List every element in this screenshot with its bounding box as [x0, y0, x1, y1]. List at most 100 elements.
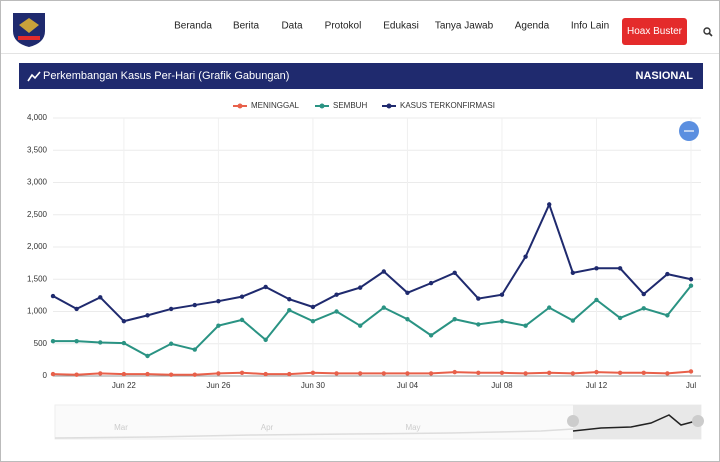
data-point — [594, 266, 599, 271]
slider-label: May — [405, 423, 420, 432]
nav-link[interactable]: Info Lain — [570, 20, 610, 32]
nav-link[interactable]: Edukasi — [383, 20, 419, 32]
data-point — [499, 370, 505, 375]
data-point — [50, 293, 56, 299]
logo[interactable] — [9, 9, 49, 49]
data-point — [641, 306, 646, 311]
nav-link[interactable]: Berita — [232, 20, 260, 32]
data-point — [192, 347, 197, 352]
series-line — [52, 370, 692, 376]
legend-dot — [386, 103, 392, 109]
data-point — [310, 370, 316, 375]
data-point — [310, 304, 316, 310]
data-point — [547, 305, 552, 310]
data-point — [334, 309, 339, 314]
slider-label: Apr — [261, 423, 274, 432]
x-tick-label: Jun 30 — [301, 381, 326, 390]
data-point — [594, 297, 599, 303]
data-point — [547, 370, 552, 375]
nav-link[interactable]: Protokol — [324, 20, 362, 32]
data-point — [334, 371, 339, 376]
data-point — [168, 341, 174, 346]
y-tick-label: 3,500 — [27, 145, 48, 154]
data-point — [98, 295, 103, 300]
data-point — [428, 371, 434, 376]
data-point — [428, 333, 434, 338]
data-point — [216, 298, 221, 304]
data-point — [216, 323, 221, 328]
data-point — [476, 370, 481, 375]
data-point — [50, 371, 56, 377]
data-point — [523, 323, 528, 328]
y-tick-label: 2,500 — [27, 210, 48, 219]
hoax-button[interactable]: Hoax Buster — [622, 18, 687, 45]
data-point — [216, 371, 221, 376]
data-point — [594, 369, 599, 375]
data-point — [570, 318, 576, 323]
data-point — [192, 372, 197, 377]
data-point — [98, 371, 103, 376]
data-point — [617, 315, 623, 321]
data-point — [287, 308, 292, 313]
toolbox-button[interactable] — [679, 121, 699, 141]
data-point — [688, 283, 694, 288]
data-point — [452, 317, 457, 322]
data-point — [74, 338, 79, 344]
nav-link[interactable]: Data — [281, 20, 303, 32]
x-tick-label: Jul 12 — [586, 381, 608, 390]
data-point — [239, 317, 245, 323]
data-point — [499, 318, 505, 324]
legend-dot — [237, 103, 243, 109]
slider-label: Mar — [114, 423, 128, 432]
data-point — [665, 271, 670, 277]
nav-link[interactable]: Tanya Jawab — [434, 20, 494, 32]
data-point — [570, 371, 576, 376]
data-point — [476, 322, 481, 327]
data-point — [665, 313, 670, 318]
nav-link[interactable]: Beranda — [174, 20, 212, 32]
y-tick-label: 1,500 — [27, 274, 48, 283]
data-point — [617, 266, 623, 271]
data-point — [145, 353, 150, 359]
nav-link[interactable]: Agenda — [514, 20, 550, 32]
data-point — [381, 371, 387, 376]
legend-label: SEMBUH — [333, 101, 367, 110]
data-point — [405, 290, 410, 295]
data-point — [381, 305, 387, 310]
data-point — [452, 270, 457, 275]
x-tick-label: Jul 08 — [491, 381, 513, 390]
data-point — [287, 371, 292, 377]
data-point — [357, 285, 363, 290]
y-tick-label: 0 — [43, 371, 48, 380]
data-point — [617, 370, 623, 375]
data-point — [665, 371, 670, 376]
data-point — [263, 371, 268, 377]
data-point — [145, 313, 150, 318]
data-point — [428, 280, 434, 286]
data-point — [50, 338, 56, 344]
data-point — [476, 296, 481, 301]
data-point — [547, 202, 552, 207]
data-point — [263, 337, 268, 343]
data-point — [688, 277, 694, 282]
data-point — [74, 306, 79, 312]
data-point — [121, 318, 127, 324]
x-tick-label: Jul — [686, 381, 696, 390]
data-point — [523, 254, 528, 259]
data-point — [357, 323, 363, 328]
data-point — [121, 340, 127, 346]
y-tick-label: 1,000 — [27, 307, 48, 316]
data-point — [121, 371, 127, 377]
data-point — [381, 269, 387, 274]
data-point — [641, 291, 646, 297]
data-point — [168, 372, 174, 377]
data-point — [192, 302, 197, 308]
y-tick-label: 4,000 — [27, 113, 48, 122]
legend-label: KASUS TERKONFIRMASI — [400, 101, 495, 110]
search-icon[interactable] — [702, 26, 714, 38]
y-tick-label: 2,000 — [27, 242, 48, 251]
data-point — [357, 371, 363, 376]
series-line — [52, 201, 692, 323]
data-point — [570, 270, 576, 275]
